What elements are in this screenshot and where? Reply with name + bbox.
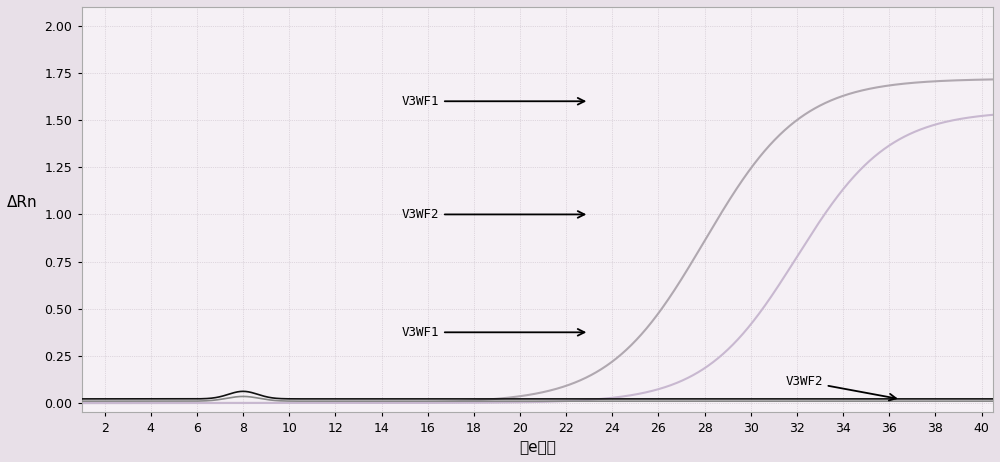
Text: V3WF2: V3WF2 bbox=[402, 208, 584, 221]
Y-axis label: ΔRn: ΔRn bbox=[7, 195, 38, 210]
X-axis label: 循e环数: 循e环数 bbox=[519, 440, 556, 455]
Text: V3WF2: V3WF2 bbox=[785, 375, 896, 401]
Text: V3WF1: V3WF1 bbox=[402, 95, 584, 108]
Text: V3WF1: V3WF1 bbox=[402, 326, 584, 339]
